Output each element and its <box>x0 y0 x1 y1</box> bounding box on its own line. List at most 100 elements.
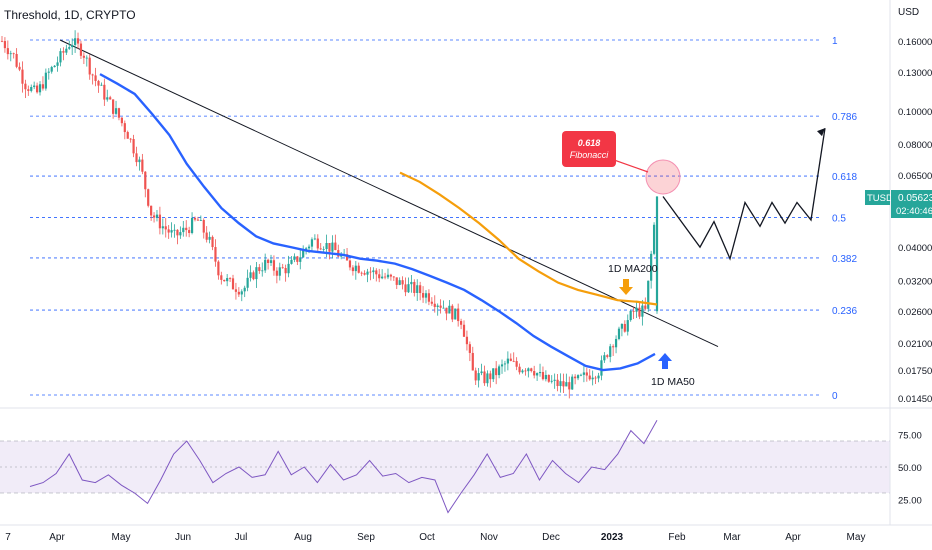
candle-body <box>82 55 85 58</box>
candle-body <box>395 277 398 285</box>
candle-body <box>503 363 507 365</box>
candle-body <box>553 379 556 381</box>
candle-body <box>299 257 302 262</box>
price-tick-label: 0.02100 <box>898 339 932 350</box>
time-tick-label: Oct <box>419 532 435 543</box>
price-axis[interactable]: 0.160000.130000.100000.080000.065000.050… <box>898 37 932 405</box>
candle-body <box>287 263 290 274</box>
candle-body <box>322 249 325 250</box>
candle-body <box>459 321 463 325</box>
candle-body <box>512 360 515 362</box>
candle-body <box>144 171 147 190</box>
candle-body <box>331 242 334 252</box>
candle-body <box>530 368 533 372</box>
candle-body <box>147 189 150 206</box>
candle-body <box>433 303 436 307</box>
candle-body <box>21 69 24 84</box>
price-tick-label: 0.16000 <box>898 37 932 48</box>
candle-body <box>15 53 18 67</box>
candle-body <box>351 267 354 272</box>
candle-body <box>120 117 123 124</box>
candle-body <box>281 267 284 269</box>
candle-body <box>626 320 629 332</box>
candle-body <box>439 305 442 308</box>
candle-body <box>65 48 68 53</box>
time-tick-label: Feb <box>668 532 686 543</box>
candle-body <box>316 238 319 249</box>
candle-body <box>451 305 454 320</box>
projection-path[interactable] <box>662 128 826 261</box>
candle-body <box>644 305 647 309</box>
price-badge-countdown: 02:40:46 <box>896 206 932 217</box>
candle-body <box>430 301 433 304</box>
rsi-tick-label: 25.00 <box>898 496 922 507</box>
candle-body <box>59 51 62 63</box>
candle-body <box>424 293 428 298</box>
candle-body <box>465 336 469 345</box>
candle-body <box>574 376 577 379</box>
candle-body <box>419 285 422 294</box>
candle-body <box>272 260 276 271</box>
candle-body <box>635 307 638 312</box>
candle-body <box>492 368 495 380</box>
candle-body <box>328 243 331 252</box>
candle-body <box>576 375 580 379</box>
candle-body <box>565 382 568 387</box>
candle-body <box>416 285 419 293</box>
candle-body <box>407 284 410 293</box>
candle-body <box>205 232 208 240</box>
candle-body <box>652 224 656 254</box>
candle-body <box>334 242 337 251</box>
candle-body <box>568 382 571 390</box>
candle-body <box>515 361 518 367</box>
rsi-tick-label: 75.00 <box>898 431 922 442</box>
candle-body <box>135 153 138 163</box>
candle-body <box>264 259 267 271</box>
candle-body <box>509 358 512 361</box>
candle-body <box>79 43 83 56</box>
candle-body <box>556 379 559 387</box>
candle-body <box>33 85 36 88</box>
ma200-label: 1D MA200 <box>608 263 658 275</box>
rsi-axis: 75.00 50.00 25.00 <box>898 431 922 507</box>
candle-body <box>533 371 536 376</box>
candle-body <box>284 267 287 274</box>
time-tick-label: Apr <box>49 532 65 543</box>
price-badge-value: 0.05623 <box>898 193 932 204</box>
candle-body <box>179 232 182 236</box>
candle-body <box>56 62 59 66</box>
candle-body <box>536 373 539 376</box>
candle-body <box>293 256 296 260</box>
trendline[interactable] <box>59 39 719 347</box>
candle-body <box>50 67 53 72</box>
candle-body <box>483 371 486 384</box>
candle-body <box>132 139 135 154</box>
candle-body <box>629 310 632 321</box>
price-tick-label: 0.13000 <box>898 68 932 79</box>
candle-body <box>30 87 33 91</box>
time-tick-label: Jul <box>235 532 248 543</box>
candle-body <box>249 272 252 278</box>
candle-body <box>161 226 164 229</box>
time-axis[interactable]: 7 Apr May Jun Jul Aug Sep Oct Nov Dec 2023 Feb Mar Ap… <box>5 532 865 543</box>
candle-body <box>325 243 328 250</box>
candle-body <box>228 278 232 279</box>
candle-body <box>457 308 460 322</box>
candle-body <box>389 274 393 277</box>
fib-level-label: 1 <box>832 36 838 47</box>
currency-label: USD <box>898 7 919 18</box>
candle-body <box>9 53 12 55</box>
candle-body <box>112 99 115 114</box>
time-tick-label: Sep <box>357 532 375 543</box>
candle-body <box>655 196 659 312</box>
price-tick-label: 0.06500 <box>898 171 932 182</box>
candle-body <box>71 45 74 48</box>
candle-body <box>185 227 188 231</box>
candle-body <box>310 239 314 247</box>
candle-body <box>600 360 603 376</box>
candle-body <box>196 219 200 221</box>
candle-body <box>436 305 439 307</box>
time-tick-label: 7 <box>5 532 11 543</box>
chart-title[interactable]: Threshold, 1D, CRYPTO <box>4 8 136 22</box>
